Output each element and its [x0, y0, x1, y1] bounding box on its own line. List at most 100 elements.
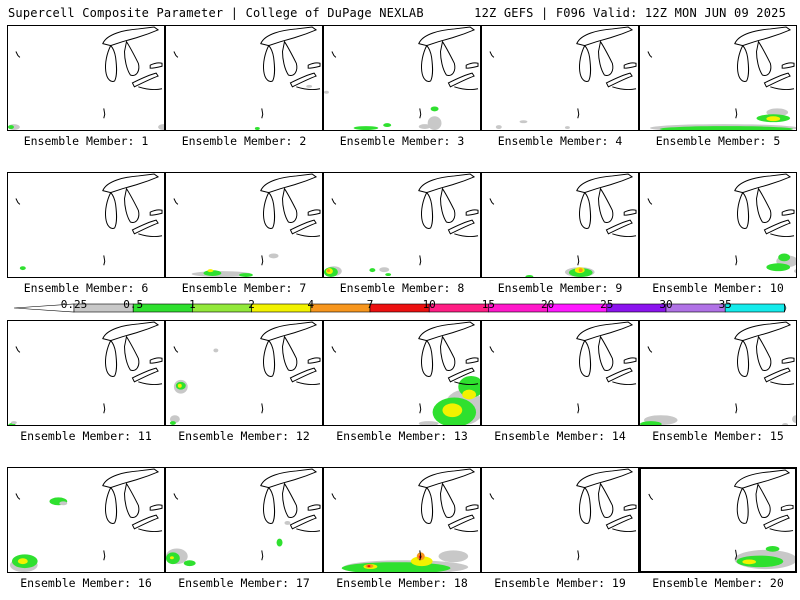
- ensemble-map-panel[interactable]: [7, 172, 165, 278]
- lake-coastline: [763, 72, 791, 88]
- lake-marker: [489, 51, 495, 58]
- ensemble-member-label: Ensemble Member: 18: [336, 576, 468, 590]
- scp-contour-fill: [640, 421, 662, 425]
- lake-coastline: [131, 72, 159, 88]
- lake-marker: [331, 51, 337, 58]
- lake-coastline: [465, 209, 479, 216]
- lake-marker: [331, 346, 337, 353]
- lake-coastline: [605, 514, 633, 530]
- lake-marker: [173, 346, 179, 353]
- scp-contour-fill: [766, 263, 791, 272]
- member-map: [324, 26, 479, 130]
- lake-coastline: [282, 40, 298, 76]
- ensemble-map-panel[interactable]: [481, 25, 639, 131]
- lake-marker: [735, 255, 738, 266]
- lake-coastline: [755, 483, 771, 518]
- ensemble-map-panel[interactable]: [323, 467, 481, 573]
- scp-contour-fill: [564, 126, 570, 130]
- scp-contour-fill: [177, 383, 182, 388]
- lake-coastline: [770, 233, 795, 238]
- lake-coastline: [576, 321, 634, 342]
- ensemble-map-panel[interactable]: [639, 172, 797, 278]
- page-title: Supercell Composite Parameter | College …: [8, 6, 424, 20]
- ensemble-map-panel[interactable]: [481, 320, 639, 426]
- ensemble-map-panel[interactable]: [639, 467, 797, 573]
- member-map: [15, 173, 163, 271]
- lake-coastline: [781, 357, 795, 364]
- lake-marker: [735, 403, 738, 414]
- ensemble-member-label: Ensemble Member: 12: [178, 429, 310, 443]
- lake-coastline: [124, 40, 140, 76]
- scp-contour-fill: [158, 124, 164, 130]
- ensemble-map-panel[interactable]: [323, 320, 481, 426]
- lake-coastline: [289, 219, 317, 235]
- ensemble-map-panel[interactable]: [165, 320, 323, 426]
- lake-marker: [103, 550, 106, 561]
- ensemble-map-panel[interactable]: [481, 172, 639, 278]
- ensemble-member-label: Ensemble Member: 20: [652, 576, 784, 590]
- legend-swatch: [310, 303, 371, 313]
- ensemble-member-label: Ensemble Member: 14: [494, 429, 626, 443]
- lake-marker: [577, 255, 580, 266]
- lake-coastline: [263, 486, 276, 524]
- lake-marker: [261, 403, 264, 414]
- scp-contour-fill: [169, 556, 174, 560]
- scp-contour-fill: [306, 84, 313, 88]
- ensemble-map-panel[interactable]: [323, 172, 481, 278]
- ensemble-map-panel[interactable]: [165, 467, 323, 573]
- scp-contour-fill: [207, 269, 214, 273]
- ensemble-map-panel[interactable]: [323, 25, 481, 131]
- lake-coastline: [598, 335, 614, 371]
- ensemble-map-panel[interactable]: [639, 320, 797, 426]
- lake-coastline: [102, 468, 160, 489]
- lake-coastline: [447, 514, 475, 530]
- ensemble-map-panel[interactable]: [7, 467, 165, 573]
- lake-coastline: [138, 86, 163, 91]
- ensemble-map-panel[interactable]: [165, 25, 323, 131]
- lake-marker: [103, 108, 106, 119]
- scp-contour-fill: [442, 403, 463, 418]
- ensemble-member-label: Ensemble Member: 7: [181, 281, 307, 295]
- ensemble-map-panel[interactable]: [481, 467, 639, 573]
- lake-coastline: [307, 209, 321, 216]
- scp-contour-fill: [213, 348, 219, 353]
- lake-coastline: [598, 482, 614, 518]
- ensemble-map-panel[interactable]: [7, 25, 165, 131]
- lake-coastline: [263, 44, 276, 82]
- lake-marker: [419, 550, 422, 561]
- lake-coastline: [454, 528, 479, 533]
- lake-marker: [648, 493, 654, 501]
- lake-coastline: [296, 86, 321, 91]
- lake-coastline: [418, 173, 476, 194]
- lake-coastline: [421, 44, 434, 82]
- scp-contour-fill: [169, 421, 176, 425]
- ensemble-map-panel[interactable]: [639, 25, 797, 131]
- lake-coastline: [149, 209, 163, 216]
- legend-max-arrow: [784, 303, 787, 313]
- lake-coastline: [763, 514, 790, 530]
- lake-coastline: [260, 468, 318, 489]
- lake-coastline: [447, 367, 475, 383]
- lake-coastline: [124, 482, 140, 518]
- lake-coastline: [733, 469, 791, 489]
- color-scale-legend: [13, 303, 787, 313]
- lake-coastline: [260, 26, 318, 47]
- scp-contour-fill: [203, 270, 222, 277]
- lake-coastline: [131, 514, 159, 530]
- lake-coastline: [282, 482, 298, 518]
- legend-tick-label: 35: [718, 298, 732, 311]
- member-map: [173, 26, 321, 130]
- ensemble-map-panel[interactable]: [7, 320, 165, 426]
- ensemble-map-panel[interactable]: [165, 172, 323, 278]
- lake-coastline: [781, 62, 795, 69]
- ensemble-member-label: Ensemble Member: 9: [497, 281, 623, 295]
- lake-coastline: [737, 339, 750, 377]
- lake-coastline: [102, 173, 160, 194]
- lake-coastline: [260, 173, 318, 194]
- lake-coastline: [296, 528, 321, 533]
- lake-coastline: [736, 487, 749, 524]
- scp-contour-fill: [427, 116, 442, 130]
- lake-coastline: [421, 339, 434, 377]
- legend-swatch: [547, 303, 608, 313]
- lake-coastline: [769, 528, 794, 532]
